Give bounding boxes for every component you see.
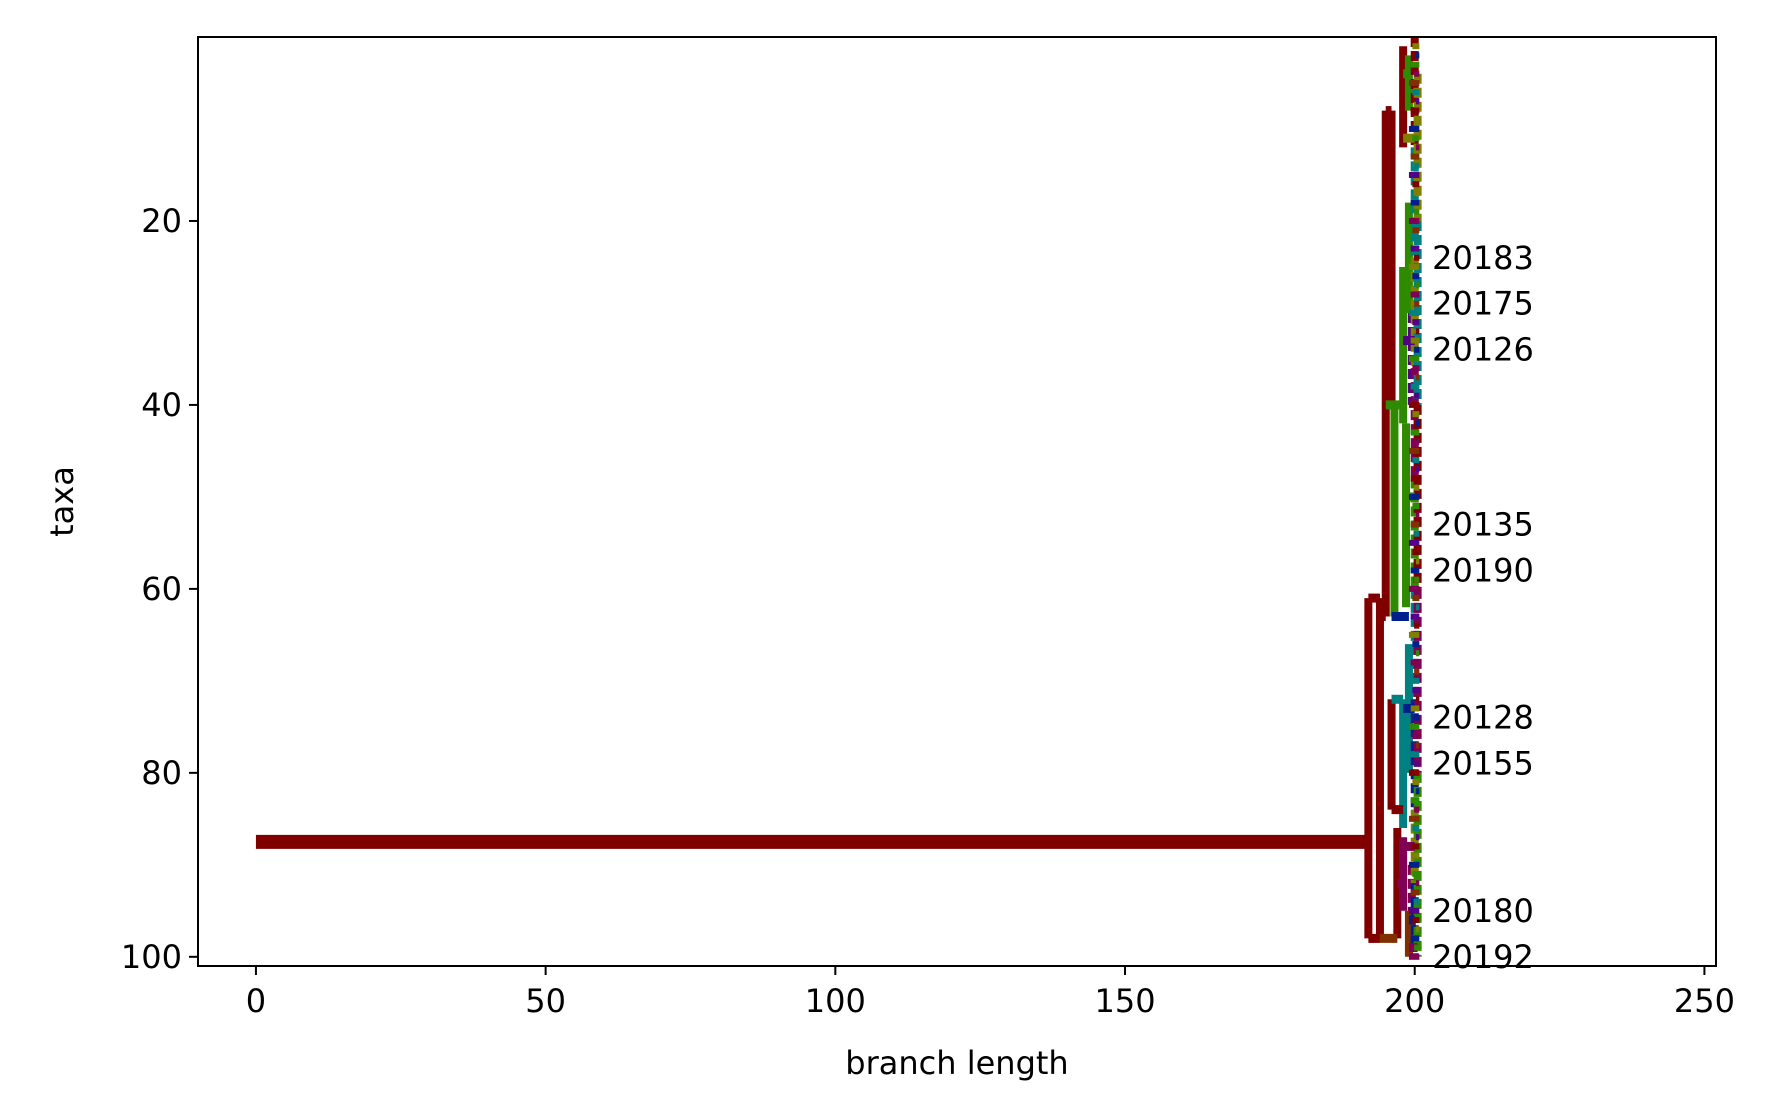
y-tick-label: 60 — [141, 570, 182, 608]
tips-layer — [1408, 43, 1420, 960]
leaf-label: 20183 — [1432, 239, 1534, 277]
leaf-label: 20128 — [1432, 699, 1534, 737]
y-axis: 20 40 60 80 100 — [121, 202, 198, 976]
leaf-label: 20180 — [1432, 892, 1534, 930]
y-tick-label: 20 — [141, 202, 182, 240]
plot-area — [255, 37, 1422, 960]
y-axis-label: taxa — [43, 466, 81, 537]
leaf-label: 20126 — [1432, 331, 1534, 369]
leaf-label: 20135 — [1432, 505, 1534, 543]
axes-frame — [197, 36, 1717, 967]
leaf-label: 20155 — [1432, 745, 1534, 783]
leaf-labels: 20183 20175 20126 20135 20190 20128 20155 20180… — [1432, 239, 1534, 976]
x-tick-label: 200 — [1384, 982, 1445, 1020]
x-tick-label: 100 — [805, 982, 866, 1020]
leaf-label: 20190 — [1432, 551, 1534, 589]
x-axis: 0 50 100 150 200 250 — [246, 966, 1735, 1020]
y-tick-label: 80 — [141, 754, 182, 792]
leaf-label: 20192 — [1432, 938, 1534, 976]
x-tick-label: 250 — [1674, 982, 1735, 1020]
x-tick-label: 0 — [246, 982, 266, 1020]
x-axis-label: branch length — [845, 1044, 1068, 1082]
x-tick-label: 150 — [1094, 982, 1155, 1020]
y-tick-label: 40 — [141, 386, 182, 424]
y-tick-label: 100 — [121, 938, 182, 976]
x-tick-label: 50 — [525, 982, 566, 1020]
leaf-label: 20175 — [1432, 285, 1534, 323]
